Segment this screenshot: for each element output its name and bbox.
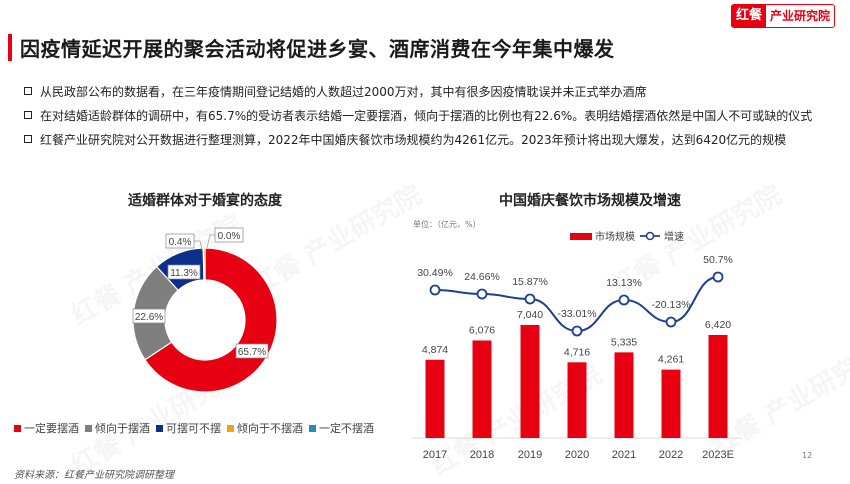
growth-label: -33.01% [557,308,596,320]
bullet-text: 红餐产业研究院对公开数据进行整理测算，2022年中国婚庆餐饮市场规模约为4261… [40,133,787,147]
donut-slice [155,247,205,292]
legend-line-marker-icon [645,231,655,241]
watermark: 红餐 产业研究院 [64,205,248,333]
bar-value-label: 6,076 [469,324,495,336]
legend-label: 倾向于不摆酒 [237,422,303,435]
growth-marker [712,271,724,283]
x-tick-label: 2017 [423,449,447,461]
growth-label: 15.87% [512,276,548,288]
bullet-text: 从民政部公布的数据看，在三年疫情期间登记结婚的人数超过2000万对，其中有很多因… [40,85,647,99]
bar-value-label: 6,420 [705,319,731,331]
bar [425,359,445,438]
bar [472,340,492,438]
data-label: 0.0% [218,231,241,242]
growth-label: 24.66% [464,271,500,283]
donut-slice [132,265,180,361]
watermark: 红餐 产业研究院 [704,335,850,463]
watermark: 红餐 产业研究院 [64,355,248,483]
legend-swatch-orange [227,424,234,432]
legend-item: 倾向于摆酒 [85,420,150,436]
bar [614,352,634,438]
square-bullet-icon [24,135,32,143]
growth-label: 13.13% [606,277,642,289]
legend-swatch-gray [85,424,92,432]
source-note: 资料来源：红餐产业研究院调研整理 [14,470,174,481]
watermark: 红餐 产业研究院 [424,355,608,483]
legend-item: 倾向于不摆酒 [227,420,303,436]
data-label: 0.4% [169,237,192,248]
bar [708,334,728,438]
x-tick-label: 2020 [565,449,589,461]
legend-swatch-blue [309,424,316,432]
bullet-item: 在对结婚适龄群体的调研中，有65.7%的受访者表示结婚一定要摆酒，倾向于摆酒的比… [22,108,822,124]
bar-value-label: 5,335 [611,336,637,348]
bullet-item: 红餐产业研究院对公开数据进行整理测算，2022年中国婚庆餐饮市场规模约为4261… [22,132,822,148]
legend-label: 倾向于摆酒 [95,422,150,435]
legend-bar-label: 市场规模 [595,230,635,243]
data-label-box [235,343,269,359]
legend-item: 一定要摆酒 [14,420,79,436]
growth-label: 30.49% [417,267,453,279]
x-tick-label: 2022 [659,449,683,461]
growth-label: 50.7% [703,254,733,266]
donut-legend: 一定要摆酒 倾向于摆酒 可摆可不摆 倾向于不摆酒 一定不摆酒 [14,420,374,436]
bar-chart-title: 中国婚庆餐饮市场规模及增速 [499,193,681,209]
legend-label: 可摆可不摆 [166,422,221,435]
square-bullet-icon [24,87,32,95]
data-label-box [214,227,244,243]
bar-value-label: 4,716 [564,346,590,358]
donut-slice [202,247,206,281]
logo-red-text: 红餐 [732,5,767,27]
data-label: 11.3% [170,268,198,279]
bar [567,362,587,438]
growth-marker [476,288,488,300]
square-bullet-icon [24,111,32,119]
legend-swatch-navy [156,424,163,432]
legend-swatch-red [14,424,21,432]
donut-labels: 65.7% 22.6% 11.3% 0.4% 0.0% [132,227,269,359]
page-title: 因疫情延迟开展的聚会活动将促进乡宴、酒席消费在今年集中爆发 [20,37,615,61]
growth-marker [524,293,536,305]
bar-value-label: 7,040 [517,309,543,321]
bar-value-label: 4,874 [422,344,448,356]
bar-value-label: 4,261 [658,354,684,366]
legend-item: 一定不摆酒 [309,420,374,436]
growth-label: -20.13% [651,299,690,311]
logo-white-text: 产业研究院 [766,5,835,27]
legend-label: 一定要摆酒 [24,422,79,435]
legend-line-label: 增速 [664,230,684,243]
data-label: 65.7% [238,347,266,358]
growth-marker [665,316,677,328]
growth-marker [618,294,630,306]
donut-slice [144,247,278,393]
bullet-list: 从民政部公布的数据看，在三年疫情期间登记结婚的人数超过2000万对，其中有很多因… [22,84,822,156]
legend-bar-swatch [570,233,592,240]
data-label-box [165,233,195,249]
data-label-box [167,264,201,280]
x-tick-label: 2019 [518,449,542,461]
title-accent-bar [8,34,12,61]
bar-chart: 市场规模 增速 4,874 2017 6,076 2018 7,040 2019 4,716 20… [412,230,742,461]
page-number: 12 [802,451,813,460]
donut-slices [132,247,278,393]
x-tick-label: 2023E [702,449,734,461]
growth-marker [571,325,583,337]
unit-label: 单位：（亿元，%） [413,220,481,229]
data-label-box [132,308,166,324]
donut-chart-title: 适婚群体对于婚宴的态度 [128,193,282,209]
growth-line [434,276,719,333]
legend-item: 可摆可不摆 [156,420,221,436]
legend-label: 一定不摆酒 [319,422,374,435]
x-tick-label: 2018 [470,449,494,461]
bar [661,369,681,438]
brand-logo: 红餐 产业研究院 [731,4,836,28]
bullet-text: 在对结婚适龄群体的调研中，有65.7%的受访者表示结婚一定要摆酒，倾向于摆酒的比… [40,109,813,123]
x-tick-label: 2021 [612,449,636,461]
bullet-item: 从民政部公布的数据看，在三年疫情期间登记结婚的人数超过2000万对，其中有很多因… [22,84,822,100]
data-label: 22.6% [135,312,163,323]
growth-marker [429,284,441,296]
bar [520,325,540,438]
